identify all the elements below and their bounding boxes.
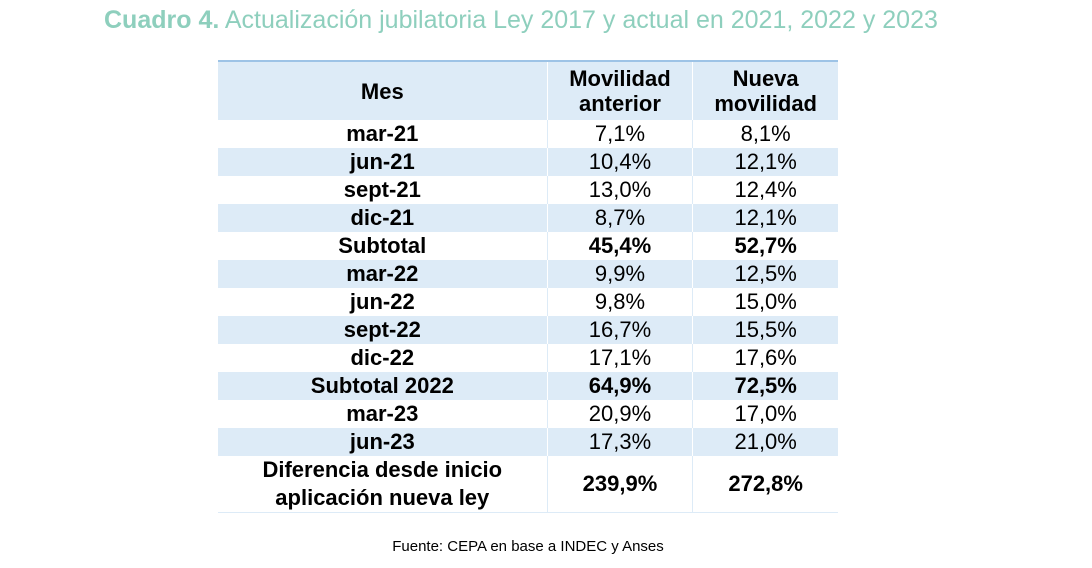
cell-nueva-movilidad: 15,0% [734, 289, 797, 314]
cell-movilidad-anterior: 239,9% [547, 456, 694, 513]
table-row: dic-21 8,7% 12,1% [218, 204, 838, 232]
cell-nueva-movilidad: 12,1% [692, 204, 838, 232]
cell-movilidad-anterior: 45,4% [547, 232, 694, 260]
table-body: mar-21 7,1% 8,1% jun-21 10,4% 12,1% sept-21 13,… [218, 120, 838, 513]
cell-mes: Diferencia desde inicio aplicación nueva… [218, 456, 548, 513]
table-row: mar-21 7,1% 8,1% [218, 120, 838, 148]
cell-movilidad-anterior: 13,0% [547, 176, 694, 204]
table-row: mar-22 9,9% 12,5% [218, 260, 838, 288]
cell-nueva-movilidad: 272,8% [692, 456, 838, 513]
table-row: sept-22 16,7% 15,5% [218, 316, 838, 344]
title-prefix: Cuadro 4. [104, 6, 220, 34]
cell-movilidad-anterior: 17,3% [547, 428, 694, 456]
cell-movilidad-anterior: 10,4% [547, 148, 694, 176]
cell-nueva-movilidad: 17,0% [734, 401, 797, 426]
header-nueva-movilidad-text: Nueva movilidad [714, 66, 817, 116]
cell-nueva-movilidad: 72,5% [692, 372, 838, 400]
header-movilidad-anterior: Movilidad anterior [547, 61, 694, 120]
data-table: Mes Movilidad anterior Nueva movilidad m… [218, 60, 838, 513]
cell-mes: Subtotal [218, 232, 548, 260]
cell-nueva-movilidad: 52,7% [734, 233, 797, 258]
title-text: Actualización jubilatoria Ley 2017 y act… [224, 6, 938, 34]
page-title: Cuadro 4. Actualización jubilatoria Ley … [104, 6, 938, 35]
cell-mes: jun-23 [218, 428, 548, 456]
cell-mes: dic-22 [218, 344, 548, 372]
cell-mes: jun-22 [218, 288, 548, 316]
cell-nueva-movilidad: 12,1% [692, 148, 838, 176]
cell-nueva-movilidad: 12,4% [734, 177, 797, 202]
cell-mes: Subtotal 2022 [218, 372, 548, 400]
cell-movilidad-anterior: 9,9% [547, 260, 694, 288]
cell-mes: mar-23 [218, 400, 548, 428]
table-row: jun-23 17,3% 21,0% [218, 428, 838, 456]
header-mes: Mes [218, 61, 548, 120]
cell-nueva-movilidad: 17,6% [734, 345, 797, 370]
header-nueva-movilidad: Nueva movilidad [692, 61, 838, 120]
table-header-row: Mes Movilidad anterior Nueva movilidad [218, 61, 838, 120]
table-row: Diferencia desde inicio aplicación nueva… [218, 456, 838, 513]
table-row: sept-21 13,0% 12,4% [218, 176, 838, 204]
table-row: dic-22 17,1% 17,6% [218, 344, 838, 372]
cell-nueva-movilidad: 8,1% [740, 121, 791, 146]
source-note: Fuente: CEPA en base a INDEC y Anses [392, 538, 664, 555]
cell-nueva-movilidad: 12,5% [692, 260, 838, 288]
cell-movilidad-anterior: 16,7% [547, 316, 694, 344]
header-movilidad-anterior-text: Movilidad anterior [569, 66, 671, 116]
cell-movilidad-anterior: 20,9% [547, 400, 694, 428]
cell-nueva-movilidad: 15,5% [692, 316, 838, 344]
cell-mes: mar-22 [218, 260, 548, 288]
cell-movilidad-anterior: 64,9% [547, 372, 694, 400]
cell-movilidad-anterior: 17,1% [547, 344, 694, 372]
cell-nueva-movilidad: 21,0% [692, 428, 838, 456]
cell-mes: sept-22 [218, 316, 548, 344]
table-row: mar-23 20,9% 17,0% [218, 400, 838, 428]
cell-movilidad-anterior: 8,7% [547, 204, 694, 232]
cell-movilidad-anterior: 7,1% [547, 120, 694, 148]
cell-mes: sept-21 [218, 176, 548, 204]
table-row: jun-21 10,4% 12,1% [218, 148, 838, 176]
cell-mes: mar-21 [218, 120, 548, 148]
table-row: Subtotal 2022 64,9% 72,5% [218, 372, 838, 400]
cell-mes: dic-21 [218, 204, 548, 232]
table-row: Subtotal 45,4% 52,7% [218, 232, 838, 260]
table-row: jun-22 9,8% 15,0% [218, 288, 838, 316]
cell-movilidad-anterior: 9,8% [547, 288, 694, 316]
cell-mes: jun-21 [218, 148, 548, 176]
